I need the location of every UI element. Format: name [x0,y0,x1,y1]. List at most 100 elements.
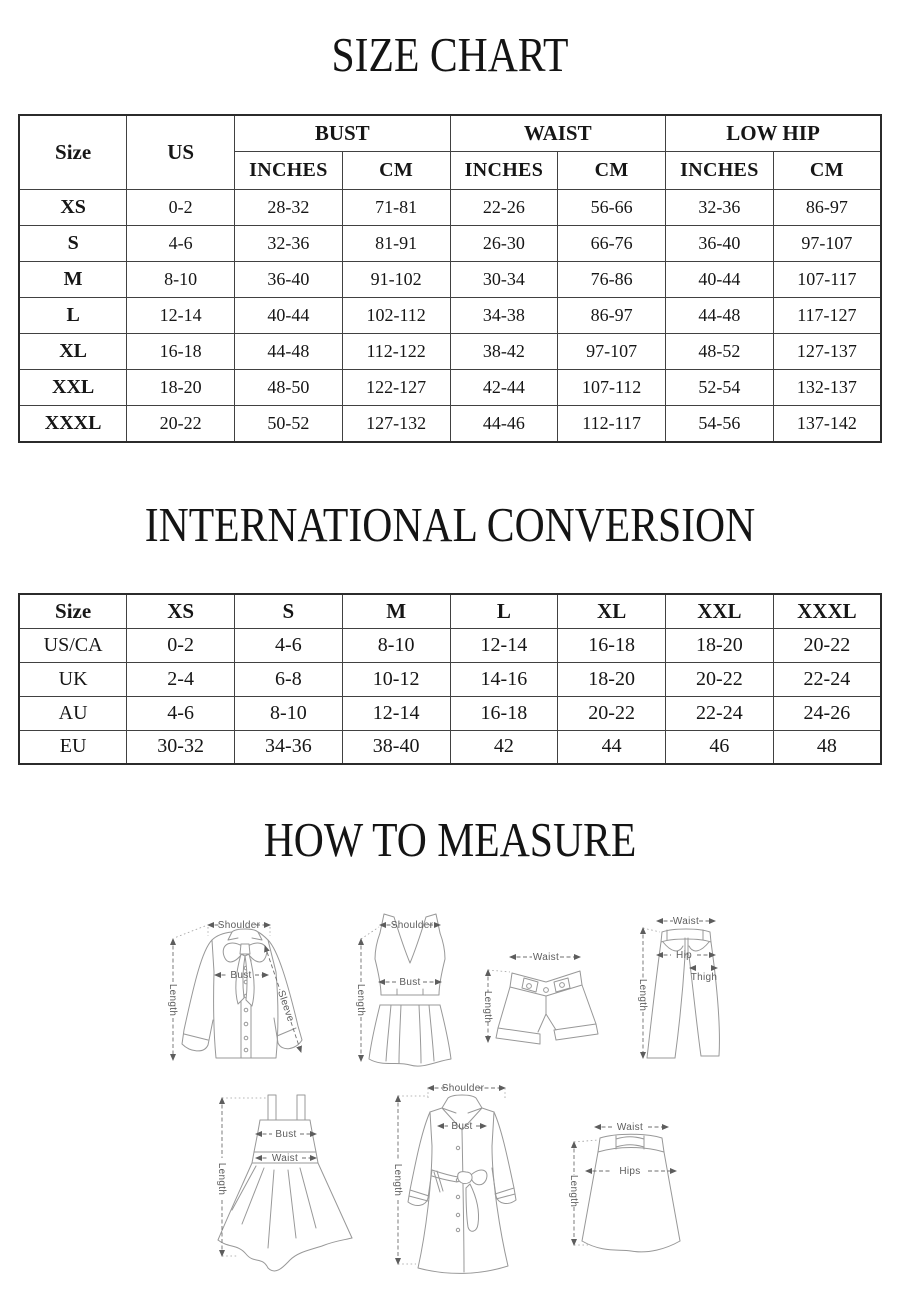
table-cell: 52-54 [665,369,774,406]
size-chart-title: SIZE CHART [331,27,569,82]
conversion-table: Size XS S M L XL XXL XXXL US/CA 0-2 4-6 … [18,593,882,765]
table-cell: 18-20 [557,661,666,697]
table-cell: 50-52 [234,405,343,442]
table-cell: UK [18,661,128,697]
table-cell: 12-14 [341,695,451,731]
conv-header-size: Size [18,593,128,629]
bust-group-header: BUST [234,114,451,152]
pants-thigh-label: Thigh [691,972,718,983]
table-cell: 30-32 [126,729,235,765]
table-cell: 54-56 [665,405,774,442]
size-chart-table: Size US BUST WAIST LOW HIP INCHES CM INC… [18,114,882,443]
table-cell: 4-6 [126,225,235,262]
lowhip-cm-header: CM [772,151,882,190]
table-cell: 127-132 [341,405,451,442]
skirt-length-label: Length [568,1175,579,1207]
table-cell: 122-127 [341,369,451,406]
table-cell: 0-2 [126,189,235,226]
lowhip-group-header: LOW HIP [665,114,882,152]
table-cell: 22-24 [665,695,774,731]
table-cell: 71-81 [341,189,451,226]
table-cell: 86-97 [772,189,882,226]
table-cell: 28-32 [234,189,343,226]
table-cell: S [18,225,128,262]
table-cell: 12-14 [126,297,235,334]
table-cell: 18-20 [665,627,774,663]
table-cell: 127-137 [772,333,882,370]
table-cell: 97-107 [557,333,666,370]
coat-length-label: Length [392,1164,403,1196]
dress-bust-label: Bust [275,1129,296,1140]
table-cell: 42 [449,729,559,765]
conv-header-xxl: XXL [665,593,774,629]
table-cell: 26-30 [449,225,559,262]
table-cell: 40-44 [234,297,343,334]
table-cell: 18-20 [126,369,235,406]
table-cell: 44-46 [449,405,559,442]
dress-waist-label: Waist [272,1153,298,1164]
table-row: AU 4-6 8-10 12-14 16-18 20-22 22-24 24-2… [18,695,882,731]
table-row: L 12-14 40-44 102-112 34-38 86-97 44-48 … [18,297,882,334]
table-cell: EU [18,729,128,765]
skirt-hips-label: Hips [619,1166,640,1177]
table-cell: 107-112 [557,369,666,406]
table-cell: 16-18 [557,627,666,663]
table-cell: 16-18 [126,333,235,370]
table-cell: 30-34 [449,261,559,298]
table-row: XXXL 20-22 50-52 127-132 44-46 112-117 5… [18,405,882,442]
shorts-diagram: Waist Length [482,952,599,1045]
table-cell: 8-10 [126,261,235,298]
table-cell: 46 [665,729,774,765]
table-cell: 42-44 [449,369,559,406]
table-cell: 137-142 [772,405,882,442]
table-row: Size US BUST WAIST LOW HIP [18,114,882,190]
table-cell: 112-122 [341,333,451,370]
coat-shoulder-label: Shoulder [442,1083,485,1094]
bust-cm-header: CM [341,151,451,190]
table-cell: 38-40 [341,729,451,765]
table-cell: 20-22 [665,661,774,697]
bust-inches-header: INCHES [234,151,343,190]
shorts-length-label: Length [482,991,493,1023]
dress-length-label: Length [216,1163,227,1195]
how-to-measure-title: HOW TO MEASURE [263,812,637,867]
table-cell: 76-86 [557,261,666,298]
coat-bust-label: Bust [451,1121,472,1132]
table-row: XXL 18-20 48-50 122-127 42-44 107-112 52… [18,369,882,406]
table-row: INCHES CM INCHES CM INCHES CM [19,151,882,190]
waist-cm-header: CM [557,151,666,190]
table-cell: 34-38 [449,297,559,334]
table-cell: 20-22 [772,627,882,663]
table-cell: 112-117 [557,405,666,442]
table-cell: 8-10 [341,627,451,663]
table-row: M 8-10 36-40 91-102 30-34 76-86 40-44 10… [18,261,882,298]
table-cell: AU [18,695,128,731]
table-cell: 12-14 [449,627,559,663]
table-cell: 10-12 [341,661,451,697]
table-row: XL 16-18 44-48 112-122 38-42 97-107 48-5… [18,333,882,370]
table-cell: 22-26 [449,189,559,226]
conv-header-xs: XS [126,593,235,629]
table-cell: 91-102 [341,261,451,298]
table-cell: US/CA [18,627,128,663]
table-row: XS 0-2 28-32 71-81 22-26 56-66 32-36 86-… [18,189,882,226]
table-cell: 36-40 [234,261,343,298]
conv-header-xl: XL [557,593,666,629]
table-cell: L [18,297,128,334]
table-cell: 2-4 [126,661,235,697]
table-cell: 117-127 [772,297,882,334]
table-row: Size XS S M L XL XXL XXXL [18,593,882,629]
dress-diagram: Bust Waist Length [216,1094,353,1272]
table-cell: 44-48 [234,333,343,370]
table-row: S 4-6 32-36 81-91 26-30 66-76 36-40 97-1… [18,225,882,262]
table-cell: 48 [772,729,882,765]
conv-header-xxxl: XXXL [772,593,882,629]
table-cell: 132-137 [772,369,882,406]
table-cell: 40-44 [665,261,774,298]
table-cell: 36-40 [665,225,774,262]
waist-group-header: WAIST [449,114,666,152]
table-cell: 6-8 [234,661,343,697]
conv-header-l: L [449,593,559,629]
blouse-length-label: Length [167,984,178,1016]
table-cell: 20-22 [126,405,235,442]
